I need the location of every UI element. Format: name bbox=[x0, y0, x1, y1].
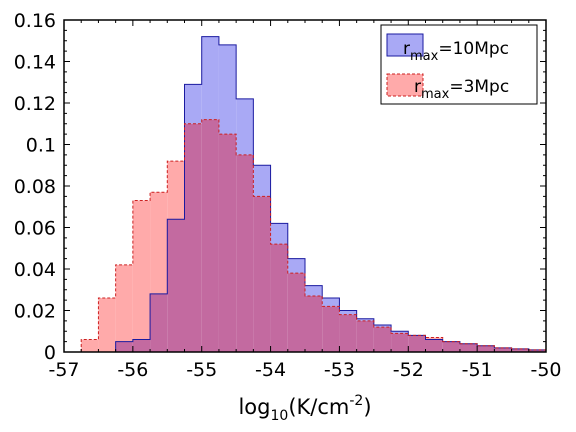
bar-overlap-bin-18 bbox=[391, 333, 409, 352]
bar-series-0-bin-8 bbox=[218, 44, 237, 135]
bar-overlap-bin-13 bbox=[305, 295, 323, 352]
bar-series-0-bin-7 bbox=[201, 36, 219, 120]
bar-series-0-bin-15 bbox=[339, 310, 357, 315]
bar-series-1-bin-20 bbox=[425, 337, 443, 340]
y-tick-label: 0.08 bbox=[14, 176, 56, 198]
bar-series-0-bin-13 bbox=[305, 285, 323, 296]
bar-series-1-bin-4 bbox=[150, 192, 168, 294]
bar-overlap-bin-12 bbox=[287, 273, 305, 352]
bar-overlap-bin-17 bbox=[373, 327, 392, 352]
bar-overlap-bin-26 bbox=[528, 349, 546, 352]
bar-series-0-bin-6 bbox=[184, 84, 202, 124]
x-axis-title: log10(K/cm-2) bbox=[238, 393, 371, 424]
x-tick-label: -55 bbox=[186, 359, 217, 381]
legend-swatch-rmax-3mpc bbox=[386, 73, 424, 97]
bar-overlap-bin-11 bbox=[270, 244, 288, 352]
x-tick-label: -56 bbox=[117, 359, 148, 381]
bar-overlap-bin-22 bbox=[459, 343, 478, 352]
legend-swatch-rmax-10mpc bbox=[386, 33, 424, 57]
bar-overlap-bin-24 bbox=[494, 347, 512, 352]
bar-overlap-bin-3 bbox=[132, 339, 151, 352]
bar-series-1-bin-3 bbox=[132, 200, 151, 340]
axes-layer: -57 -56 -55 -54 -53 -52 -51 -50 0 0.02 0.04 0.06 0.0… bbox=[14, 10, 562, 381]
bar-series-0-bin-17 bbox=[373, 325, 392, 328]
bar-overlap-bin-20 bbox=[425, 339, 443, 352]
bar-series-0-bin-18 bbox=[391, 331, 409, 334]
bar-series-0-bin-10 bbox=[253, 165, 271, 197]
bar-series-1-bin-5 bbox=[167, 161, 185, 220]
bar-overlap-bin-10 bbox=[253, 196, 271, 352]
bar-series-1-bin-1 bbox=[98, 298, 116, 352]
bar-overlap-bin-7 bbox=[201, 119, 219, 352]
bar-series-0-bin-9 bbox=[236, 98, 254, 155]
series-outline-1 bbox=[80, 119, 546, 352]
bar-series-0-bin-14 bbox=[322, 298, 340, 307]
bar-series-0-bin-16 bbox=[356, 318, 374, 321]
bar-overlap-bin-2 bbox=[115, 341, 133, 352]
bar-overlap-bin-5 bbox=[167, 219, 185, 352]
legend: rmax=10Mpc rmax=3Mpc bbox=[380, 24, 538, 105]
bar-series-0-bin-11 bbox=[270, 223, 288, 245]
x-tick-label: -54 bbox=[255, 359, 286, 381]
y-tick-label: 0.06 bbox=[14, 218, 56, 240]
x-tick-label: -51 bbox=[462, 359, 493, 381]
bars-layer bbox=[80, 36, 546, 352]
y-tick-label: 0.1 bbox=[26, 135, 56, 157]
y-tick-label: 0.14 bbox=[14, 52, 56, 74]
x-tick-label: -57 bbox=[48, 359, 79, 381]
x-tick-label: -50 bbox=[530, 359, 561, 381]
bar-overlap-bin-9 bbox=[236, 154, 254, 352]
y-tick-label: 0.12 bbox=[14, 93, 56, 115]
bar-overlap-bin-23 bbox=[477, 345, 495, 352]
bar-overlap-bin-14 bbox=[322, 306, 340, 352]
y-tick-label: 0 bbox=[44, 342, 56, 364]
bar-overlap-bin-6 bbox=[184, 123, 202, 352]
legend-label-rmax-10mpc: rmax=10Mpc bbox=[403, 39, 509, 64]
bar-overlap-bin-15 bbox=[339, 314, 357, 352]
plot-frame bbox=[63, 19, 547, 353]
bar-series-1-bin-2 bbox=[115, 264, 133, 342]
x-tick-label: -52 bbox=[393, 359, 424, 381]
bar-overlap-bin-4 bbox=[150, 293, 168, 352]
bar-overlap-bin-8 bbox=[218, 134, 237, 352]
y-tick-label: 0.04 bbox=[14, 259, 56, 281]
bar-overlap-bin-16 bbox=[356, 320, 374, 352]
bar-overlap-bin-25 bbox=[511, 348, 529, 352]
bar-series-1-bin-0 bbox=[81, 339, 99, 352]
x-tick-label: -53 bbox=[324, 359, 355, 381]
bar-series-0-bin-12 bbox=[287, 258, 305, 274]
y-tick-label: 0.02 bbox=[14, 301, 56, 323]
bar-overlap-bin-19 bbox=[408, 335, 426, 352]
y-tick-label: 0.16 bbox=[14, 10, 56, 32]
legend-label-rmax-3mpc: rmax=3Mpc bbox=[414, 77, 509, 102]
bar-overlap-bin-21 bbox=[442, 341, 460, 352]
